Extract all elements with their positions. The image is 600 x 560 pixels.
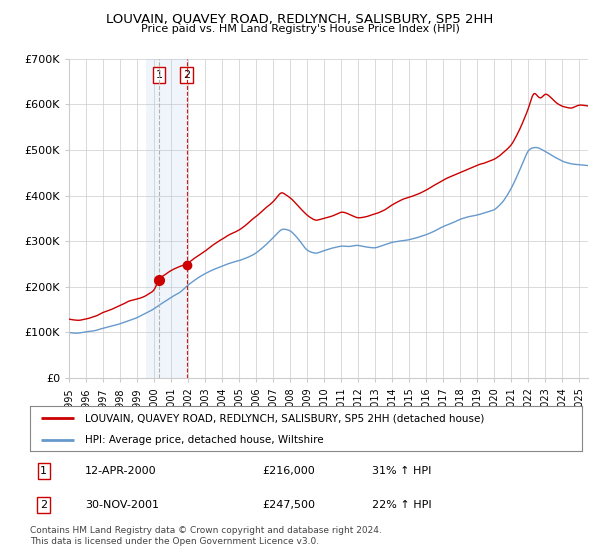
Text: 2: 2 — [40, 500, 47, 510]
Text: LOUVAIN, QUAVEY ROAD, REDLYNCH, SALISBURY, SP5 2HH (detached house): LOUVAIN, QUAVEY ROAD, REDLYNCH, SALISBUR… — [85, 413, 485, 423]
Text: 1: 1 — [155, 70, 163, 80]
Text: £247,500: £247,500 — [262, 500, 315, 510]
Text: 22% ↑ HPI: 22% ↑ HPI — [372, 500, 432, 510]
Text: Contains HM Land Registry data © Crown copyright and database right 2024.
This d: Contains HM Land Registry data © Crown c… — [30, 526, 382, 546]
Text: 30-NOV-2001: 30-NOV-2001 — [85, 500, 159, 510]
Text: 31% ↑ HPI: 31% ↑ HPI — [372, 466, 431, 476]
Text: 12-APR-2000: 12-APR-2000 — [85, 466, 157, 476]
Text: £216,000: £216,000 — [262, 466, 314, 476]
Text: LOUVAIN, QUAVEY ROAD, REDLYNCH, SALISBURY, SP5 2HH: LOUVAIN, QUAVEY ROAD, REDLYNCH, SALISBUR… — [106, 12, 494, 25]
Text: 2: 2 — [183, 70, 190, 80]
Text: HPI: Average price, detached house, Wiltshire: HPI: Average price, detached house, Wilt… — [85, 435, 324, 445]
Text: Price paid vs. HM Land Registry's House Price Index (HPI): Price paid vs. HM Land Registry's House … — [140, 24, 460, 34]
Bar — [146, 59, 187, 378]
Text: 1: 1 — [40, 466, 47, 476]
